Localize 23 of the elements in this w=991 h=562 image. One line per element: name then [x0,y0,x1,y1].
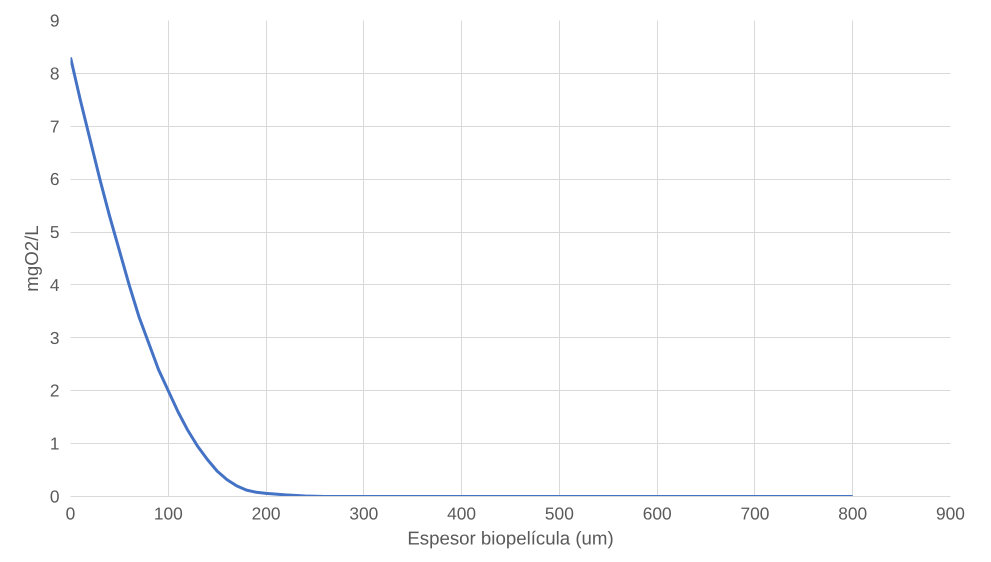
y-tick-label: 3 [50,328,60,348]
x-tick-label: 200 [252,504,281,524]
x-tick-label: 0 [66,504,76,524]
y-tick-label: 6 [50,169,60,190]
x-axis-title: Espesor biopelícula (um) [407,528,614,548]
y-tick-label: 8 [50,63,60,84]
x-tick-label: 400 [447,504,476,524]
x-tick-label: 800 [838,504,868,524]
x-tick-label: 600 [642,504,672,524]
y-tick-label: 4 [50,274,60,295]
x-tick-label: 900 [936,504,965,524]
y-tick-label: 9 [50,10,60,30]
y-tick-label: 5 [50,222,60,242]
y-tick-label: 1 [50,434,60,454]
line-series [70,56,854,496]
x-tick-label: 100 [154,504,183,524]
y-tick-label: 7 [50,116,60,136]
x-tick-label: 500 [544,504,574,524]
y-tick-label: 2 [50,380,60,401]
y-axis-title: mgO2/L [20,225,42,292]
x-tick-label: 700 [740,504,770,524]
y-tick-label: 0 [50,486,60,506]
x-tick-label: 300 [349,504,378,524]
